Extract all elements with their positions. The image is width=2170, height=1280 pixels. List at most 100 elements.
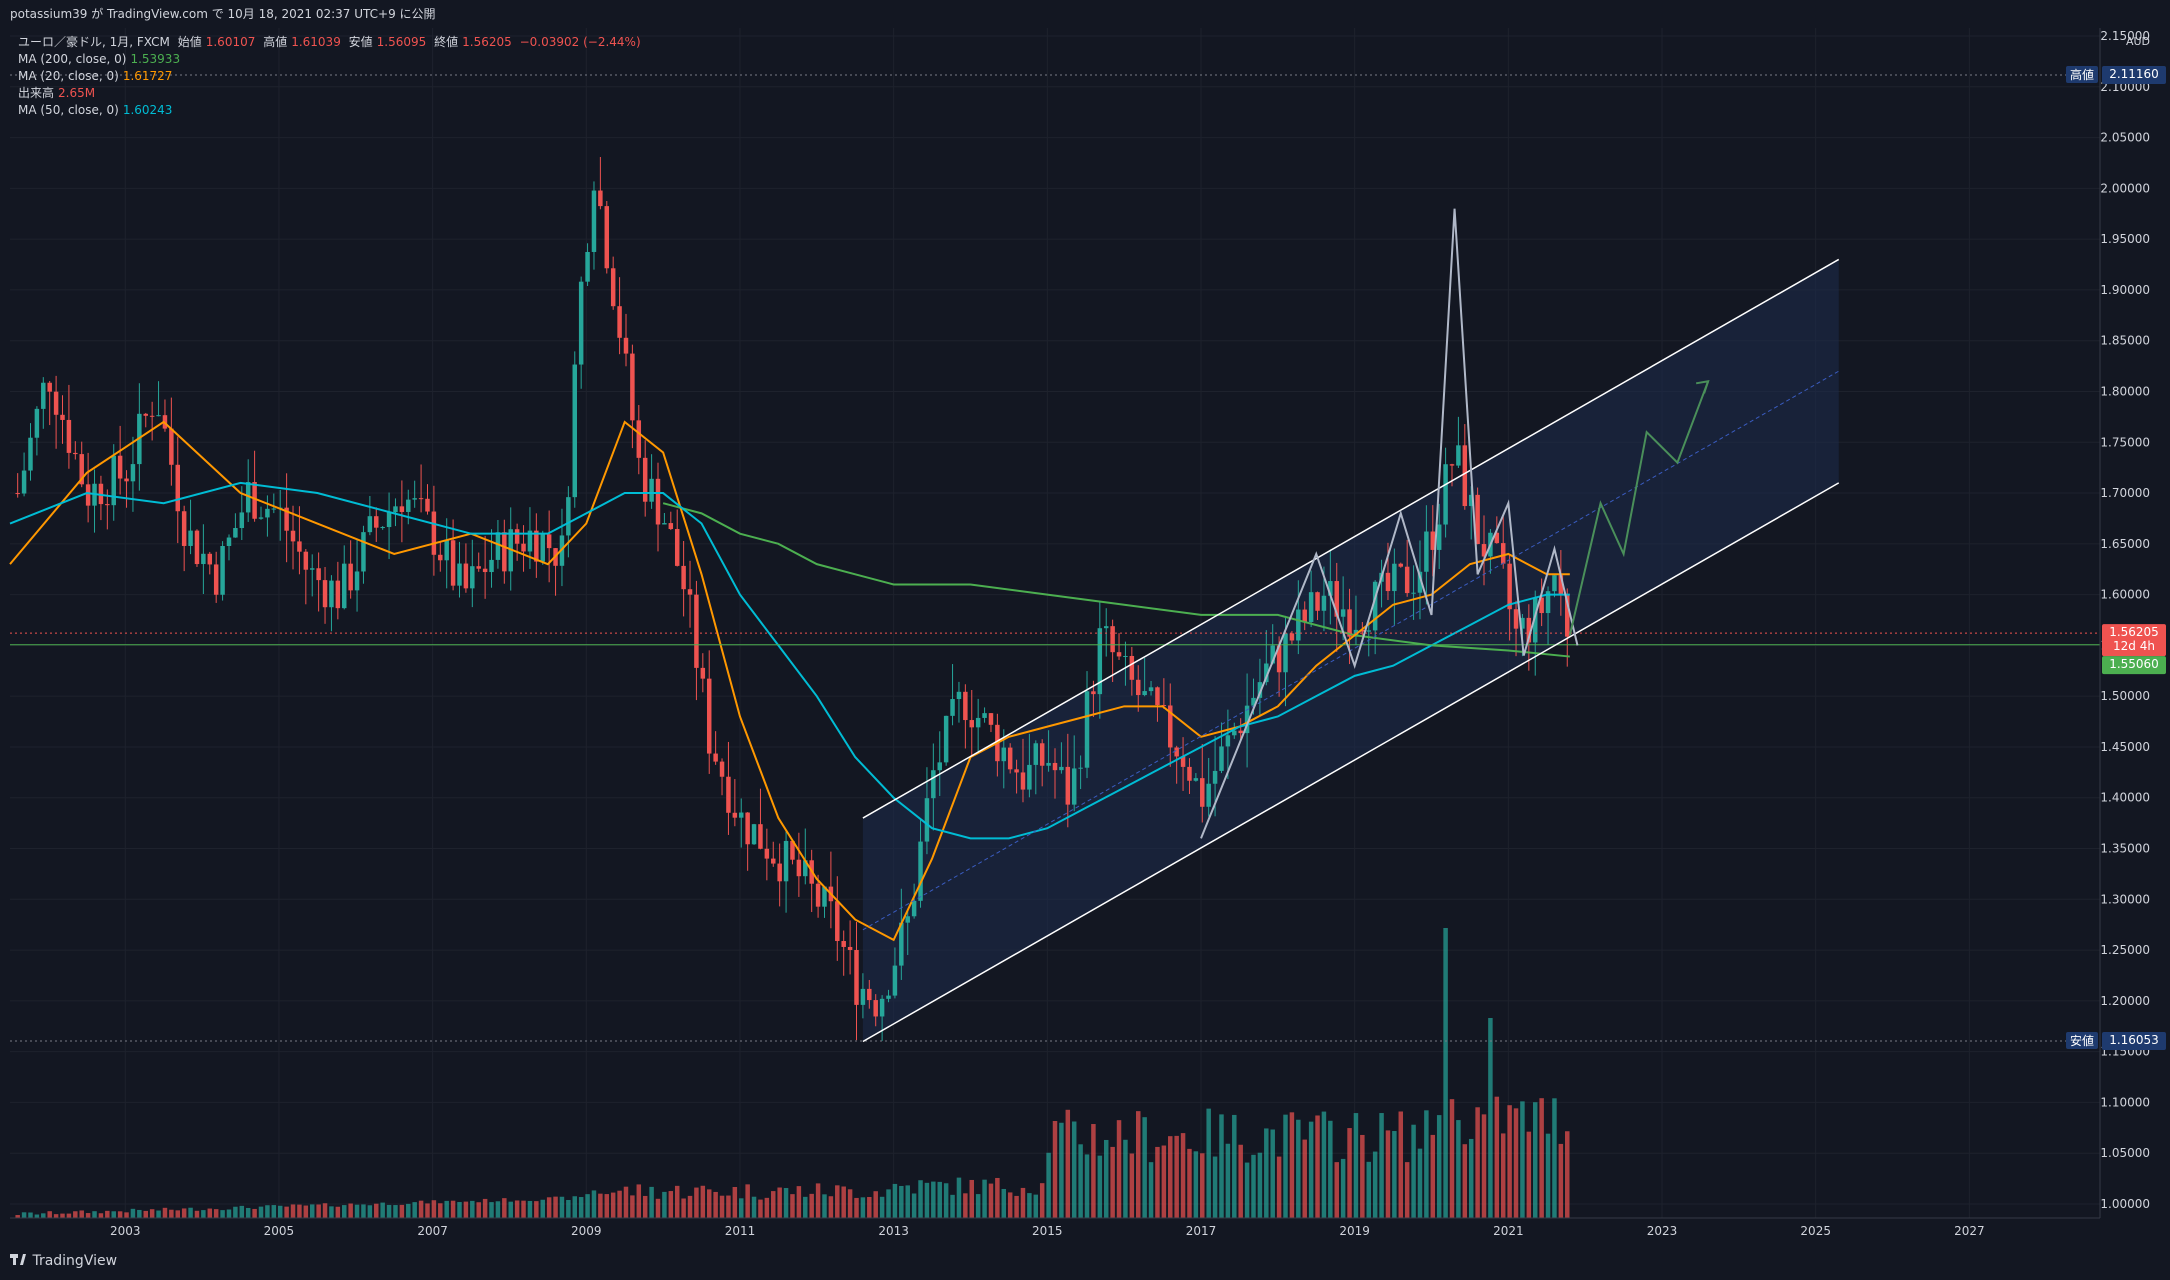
- volume-bar: [924, 1182, 930, 1218]
- candle-body: [309, 568, 315, 570]
- candle-body: [47, 382, 52, 392]
- volume-bar: [367, 1205, 373, 1218]
- volume-bar: [34, 1214, 40, 1218]
- volume-bar: [277, 1205, 283, 1218]
- volume-bar: [457, 1202, 462, 1218]
- volume-bar: [476, 1202, 481, 1218]
- candle-body: [482, 568, 488, 573]
- volume-bar: [1417, 1148, 1423, 1218]
- volume-bar: [1238, 1144, 1243, 1218]
- price-tick-label: 1.50000: [2100, 689, 2150, 703]
- volume-bar: [1520, 1101, 1525, 1218]
- volume-bar: [796, 1186, 802, 1218]
- candle-body: [796, 859, 802, 877]
- volume-bar: [450, 1200, 456, 1218]
- volume-bar: [630, 1195, 635, 1218]
- volume-bar: [1283, 1114, 1288, 1218]
- candle-body: [931, 770, 936, 799]
- price-tick-label: 1.35000: [2100, 842, 2150, 856]
- volume-bar: [329, 1206, 334, 1218]
- price-axis: 2.150002.100002.050002.000001.950001.900…: [2066, 28, 2170, 1245]
- volume-bar: [374, 1203, 379, 1218]
- volume-bar: [1565, 1131, 1570, 1218]
- candle-body: [706, 678, 712, 754]
- volume-bar: [534, 1201, 539, 1218]
- candle-body: [1565, 594, 1570, 637]
- volume-bar: [1385, 1130, 1391, 1218]
- volume-bar: [438, 1203, 443, 1218]
- last-price-tag-bg: [2102, 624, 2166, 657]
- volume-bar: [1123, 1139, 1128, 1218]
- volume-bar: [1168, 1136, 1173, 1218]
- zigzag-pattern: [1200, 208, 1579, 839]
- candle-body: [374, 516, 379, 528]
- candle-body: [982, 713, 987, 718]
- candle-body: [1232, 730, 1237, 736]
- candle-body: [252, 482, 257, 519]
- candle-body: [399, 506, 405, 512]
- candle-body: [815, 883, 821, 907]
- volume-bar: [1200, 1153, 1205, 1218]
- volume-bar: [598, 1193, 603, 1218]
- volume-bar: [1129, 1153, 1135, 1218]
- candle-body: [1481, 544, 1487, 557]
- candle-body: [444, 540, 449, 561]
- tv-logo-icon: [10, 1254, 26, 1265]
- support-price-tag-text: 1.55060: [2109, 657, 2159, 671]
- candle-body: [361, 532, 366, 572]
- candle-body: [771, 858, 776, 864]
- volume-bar: [1161, 1145, 1167, 1218]
- volume-bar: [265, 1205, 270, 1218]
- volume-bar: [1379, 1113, 1384, 1218]
- candle-body: [1532, 597, 1538, 643]
- time-tick-label: 2005: [264, 1224, 295, 1238]
- volume-bar: [873, 1191, 878, 1218]
- time-tick-label: 2013: [878, 1224, 909, 1238]
- volume-bar: [521, 1200, 526, 1218]
- time-tick-label: 2011: [725, 1224, 756, 1238]
- candle-body: [1283, 633, 1288, 673]
- candle-body: [1360, 629, 1365, 632]
- volume-bar: [790, 1194, 795, 1218]
- candle-body: [1302, 609, 1307, 623]
- candle-body: [777, 863, 782, 882]
- candle-body: [1123, 655, 1128, 657]
- candle-body: [1500, 543, 1506, 564]
- candle-body: [598, 190, 603, 207]
- candle-body: [642, 457, 648, 502]
- candle-body: [585, 251, 590, 282]
- volume-bar: [28, 1212, 33, 1218]
- volume-bar: [1328, 1120, 1333, 1218]
- candle-body: [1552, 575, 1557, 592]
- price-chart[interactable]: 2.150002.100002.050002.000001.950001.900…: [0, 0, 2170, 1245]
- volume-bar: [213, 1209, 219, 1218]
- candle-body: [188, 530, 193, 546]
- volume-bar: [860, 1197, 866, 1218]
- candle-body: [463, 563, 469, 589]
- volume-bar: [1264, 1128, 1269, 1218]
- plot-area: [10, 28, 2100, 1218]
- candle-body: [1212, 770, 1218, 784]
- tradingview-logo[interactable]: TradingView: [10, 1253, 117, 1269]
- volume-bar: [1526, 1131, 1532, 1218]
- price-tick-label: 1.90000: [2100, 283, 2150, 297]
- volume-bar: [1289, 1112, 1295, 1218]
- volume-bar: [1468, 1138, 1474, 1218]
- candle-body: [1475, 494, 1480, 545]
- volume-bar: [15, 1215, 20, 1218]
- volume-bar: [290, 1204, 296, 1218]
- price-tick-label: 1.30000: [2100, 892, 2150, 906]
- volume-bar: [1033, 1194, 1039, 1218]
- volume-bar: [815, 1183, 821, 1218]
- candle-body: [879, 998, 885, 1017]
- volume-bar: [406, 1203, 411, 1218]
- volume-bar: [828, 1196, 834, 1218]
- volume-bar: [1392, 1131, 1397, 1218]
- volume-bar: [1545, 1133, 1551, 1218]
- candle-body: [393, 506, 398, 513]
- volume-bar: [1315, 1115, 1320, 1218]
- price-tick-label: 2.15000: [2100, 29, 2150, 43]
- candle-body: [342, 563, 347, 609]
- volume-bar: [1027, 1193, 1032, 1218]
- candle-body: [566, 497, 571, 536]
